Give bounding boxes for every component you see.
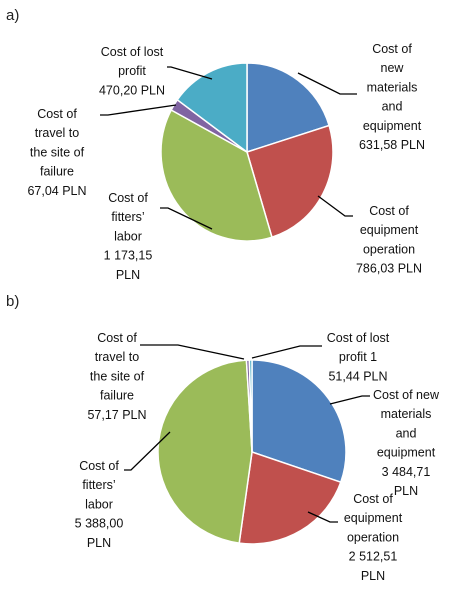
slice-label-line: equipment bbox=[377, 446, 436, 460]
slice-label-line: operation bbox=[347, 530, 399, 544]
slice-label-line: travel to bbox=[95, 350, 140, 364]
slice-label-line: equipment bbox=[344, 511, 403, 525]
slice-label-line: Cost of bbox=[372, 42, 412, 56]
pie-b-slice-2 bbox=[157, 359, 253, 544]
pie-b-slice-label-3: Cost of travel to the site of failure 57,17 … bbox=[87, 331, 146, 422]
pie-a-leader-line-1 bbox=[317, 195, 353, 217]
slice-label-line: 786,03 PLN bbox=[356, 262, 422, 276]
slice-label-line: the site of bbox=[90, 369, 145, 383]
slice-label-line: 5 388,00 bbox=[75, 517, 124, 531]
pie-a-slice-label-0: Cost of new materials and equipment 631,58 PL… bbox=[359, 42, 425, 152]
pie-b-slice-label-2: Cost of fitters’ labor 5 388,00 PLN bbox=[75, 459, 124, 550]
slice-label-line: profit bbox=[118, 64, 146, 78]
pie-b-leader-line-0 bbox=[329, 395, 370, 405]
pie-b-leader-line-4 bbox=[251, 345, 322, 359]
slice-label-line: Cost of bbox=[369, 204, 409, 218]
slice-label-line: travel to bbox=[35, 126, 80, 140]
pie-a-slice-label-2: Cost of fitters’ labor 1 173,15 PLN bbox=[104, 191, 153, 282]
slice-label-line: 2 512,51 bbox=[349, 550, 398, 564]
slice-label-line: 1 173,15 bbox=[104, 249, 153, 263]
slice-label-line: 67,04 PLN bbox=[27, 184, 86, 198]
slice-label-line: 3 484,71 bbox=[382, 465, 431, 479]
slice-label-line: 470,20 PLN bbox=[99, 83, 165, 97]
pie-a-slice-label-4: Cost of lost profit 470,20 PLN bbox=[99, 45, 165, 97]
panel-label-b: b) bbox=[6, 293, 19, 310]
slice-label-line: PLN bbox=[116, 268, 140, 282]
slice-label-line: labor bbox=[85, 497, 113, 511]
slice-label-line: PLN bbox=[87, 536, 111, 550]
pie-a-slice-2 bbox=[160, 108, 273, 242]
slice-label-line: and bbox=[396, 426, 417, 440]
pie-chart-a: Cost of new materials and equipment 631,58 PL… bbox=[27, 42, 425, 282]
slice-label-line: the site of bbox=[30, 145, 85, 159]
pie-b-leader-line-1 bbox=[307, 511, 338, 523]
slice-label-line: Cost of bbox=[108, 191, 148, 205]
pie-a-leader-line-4 bbox=[167, 66, 213, 80]
slice-label-line: PLN bbox=[361, 569, 385, 583]
slice-label-line: new bbox=[381, 61, 405, 75]
slice-label-line: profit 1 bbox=[339, 350, 377, 364]
slice-label-line: Cost of bbox=[37, 107, 77, 121]
slice-label-line: failure bbox=[40, 165, 74, 179]
slice-label-line: Cost of lost bbox=[101, 45, 164, 59]
pie-a-slice-4 bbox=[176, 62, 248, 154]
pie-b-slice-label-4: Cost of lost profit 1 51,44 PLN bbox=[327, 331, 390, 383]
slice-label-line: equipment bbox=[363, 119, 422, 133]
pie-a-slice-label-3: Cost of travel to the site of failure 67,04 … bbox=[27, 107, 86, 198]
slice-label-line: fitters’ bbox=[82, 478, 115, 492]
slice-label-line: materials bbox=[367, 80, 418, 94]
pie-b-leader-line-3 bbox=[140, 344, 245, 360]
panel-label-a: a) bbox=[6, 7, 19, 24]
slice-label-line: materials bbox=[381, 407, 432, 421]
slice-label-line: equipment bbox=[360, 223, 419, 237]
pie-b-slice-label-1: Cost of equipment operation 2 512,51 PLN bbox=[344, 492, 403, 583]
slice-label-line: labor bbox=[114, 229, 142, 243]
pie-a-slice-0 bbox=[246, 62, 331, 154]
slice-label-line: Cost of bbox=[353, 492, 393, 506]
pie-b-slice-0 bbox=[251, 359, 347, 484]
pie-a-slice-label-1: Cost of equipment operation 786,03 PLN bbox=[356, 204, 422, 276]
slice-label-line: Cost of new bbox=[373, 388, 440, 402]
pie-a-leader-line-0 bbox=[297, 72, 357, 95]
slice-label-line: fitters’ bbox=[111, 210, 144, 224]
pie-a-slice-1 bbox=[246, 124, 334, 239]
pie-b-slice-1 bbox=[238, 450, 342, 545]
pie-a-leader-line-2 bbox=[160, 207, 213, 230]
slice-label-line: Cost of lost bbox=[327, 331, 390, 345]
pie-b-leader-line-2 bbox=[124, 431, 171, 471]
slice-label-line: PLN bbox=[394, 484, 418, 498]
slice-label-line: failure bbox=[100, 389, 134, 403]
slice-label-line: 631,58 PLN bbox=[359, 138, 425, 152]
pie-b-slice-4 bbox=[248, 359, 253, 453]
slice-label-line: and bbox=[382, 100, 403, 114]
pie-b-slice-label-0: Cost of new materials and equipment 3 484,71… bbox=[373, 388, 440, 498]
slice-label-line: 51,44 PLN bbox=[328, 369, 387, 383]
slice-label-line: 57,17 PLN bbox=[87, 408, 146, 422]
slice-label-line: Cost of bbox=[97, 331, 137, 345]
pie-a-leader-line-3 bbox=[100, 104, 177, 116]
slice-label-line: Cost of bbox=[79, 459, 119, 473]
slice-label-line: operation bbox=[363, 242, 415, 256]
pie-chart-b: Cost of new materials and equipment 3 484,71… bbox=[75, 331, 440, 583]
